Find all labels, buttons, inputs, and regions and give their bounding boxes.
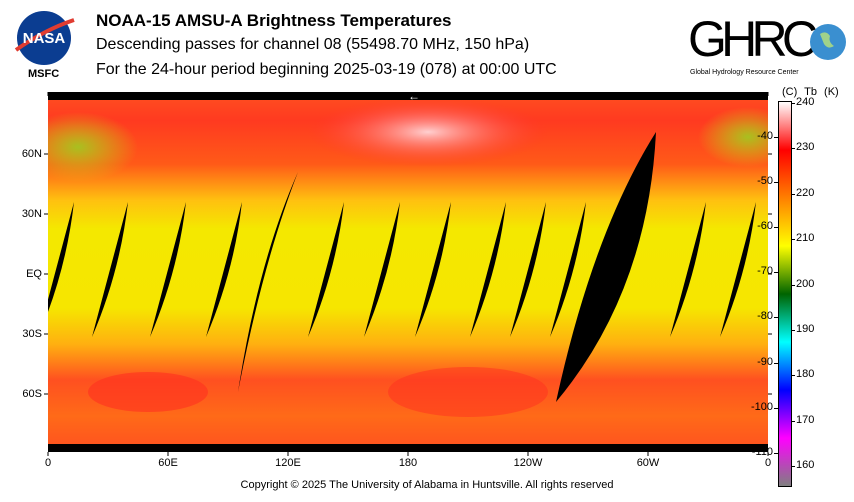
kelvin-tick: 220 — [796, 186, 815, 199]
nasa-logo: NASA — [14, 11, 75, 65]
tick-mark — [791, 375, 795, 377]
no-data-swath — [670, 202, 706, 337]
celsius-tick: -90 — [757, 355, 773, 368]
copyright: Copyright © 2025 The University of Alaba… — [240, 479, 614, 491]
no-data-swath — [720, 202, 756, 337]
page-title: NOAA-15 AMSU-A Brightness Temperatures — [96, 11, 452, 30]
no-data-swath — [308, 202, 344, 337]
warm-region — [308, 97, 548, 167]
no-data-swath — [150, 202, 186, 337]
tick-mark — [791, 466, 795, 468]
kelvin-tick: 230 — [796, 141, 815, 154]
tick-mark — [791, 239, 795, 241]
no-data-swath — [470, 202, 506, 337]
lon-label-0: 0 — [44, 457, 52, 469]
svg-text:Global Hydrology Resource Cent: Global Hydrology Resource Center — [690, 69, 799, 76]
tick-mark — [774, 137, 778, 138]
tick-mark — [774, 407, 778, 409]
colorbar-header: (C) Tb (K) — [782, 86, 839, 98]
celsius-tick: -70 — [757, 265, 773, 278]
lat-label-30n: 30N — [21, 208, 42, 220]
no-data-swath — [364, 202, 400, 337]
lat-label-60s: 60S — [22, 388, 42, 400]
kelvin-tick: 210 — [796, 232, 815, 245]
svg-text:NASA: NASA — [23, 30, 66, 47]
lon-label-120w: 120W — [513, 457, 543, 469]
kelvin-tick: 160 — [796, 459, 815, 472]
kelvin-tick: 170 — [796, 413, 815, 426]
tick-mark — [774, 317, 778, 319]
subtitle: Descending passes for channel 08 (55498.… — [96, 36, 530, 53]
brightness-temperature-map[interactable]: ← — [48, 92, 768, 452]
kelvin-tick: 180 — [796, 368, 815, 381]
svg-text:GHRC: GHRC — [688, 11, 818, 67]
celsius-tick: -40 — [757, 130, 773, 142]
tb-header: Tb — [804, 86, 817, 98]
kelvin-tick: 200 — [796, 277, 815, 290]
lon-label-0-east: 0 — [764, 457, 772, 469]
warm-region — [388, 367, 548, 417]
no-data-swath — [415, 202, 451, 337]
lat-label-30s: 30S — [22, 328, 42, 340]
kelvin-tick: 190 — [796, 323, 815, 335]
direction-marker: ← — [408, 92, 420, 103]
no-data-swath — [48, 202, 74, 312]
tick-mark — [791, 193, 795, 195]
no-data-swath — [510, 202, 546, 337]
tick-mark — [774, 182, 778, 184]
msfc-label: MSFC — [28, 68, 60, 80]
tick-mark — [774, 272, 778, 274]
no-data-swath — [556, 132, 656, 402]
warm-region — [88, 372, 208, 412]
lon-label-120e: 120E — [275, 457, 301, 469]
tick-mark — [774, 227, 778, 229]
celsius-tick: -50 — [757, 175, 773, 188]
no-data-band-bottom — [48, 444, 768, 452]
celsius-header: (C) — [782, 86, 798, 98]
tick-mark — [791, 420, 795, 422]
tick-mark — [791, 284, 795, 286]
ghrc-logo: GHRC Global Hydrology Resource Center — [688, 11, 846, 76]
colorbar — [778, 101, 792, 487]
celsius-tick: -110 — [751, 445, 773, 458]
no-data-swath — [550, 202, 586, 337]
cool-region — [698, 107, 768, 167]
lat-label-60n: 60N — [21, 148, 42, 160]
no-data-swath — [206, 202, 242, 337]
tick-mark — [791, 148, 795, 150]
lat-label-eq: EQ — [26, 268, 42, 280]
lon-label-60e: 60E — [158, 457, 178, 469]
kelvin-tick: 240 — [796, 96, 815, 108]
celsius-tick: -60 — [757, 220, 773, 233]
map-axes — [44, 92, 772, 456]
tick-mark — [774, 452, 778, 454]
cool-region — [48, 112, 138, 182]
lon-label-60w: 60W — [636, 457, 660, 469]
celsius-tick: -100 — [750, 400, 773, 413]
tick-mark — [791, 330, 795, 331]
celsius-tick: -80 — [757, 310, 773, 323]
period-text: For the 24-hour period beginning 2025-03… — [96, 61, 557, 78]
tick-mark — [791, 103, 795, 104]
no-data-swath — [92, 202, 128, 337]
lon-label-180: 180 — [398, 457, 418, 469]
kelvin-header: (K) — [824, 86, 839, 98]
tick-mark — [774, 362, 778, 364]
